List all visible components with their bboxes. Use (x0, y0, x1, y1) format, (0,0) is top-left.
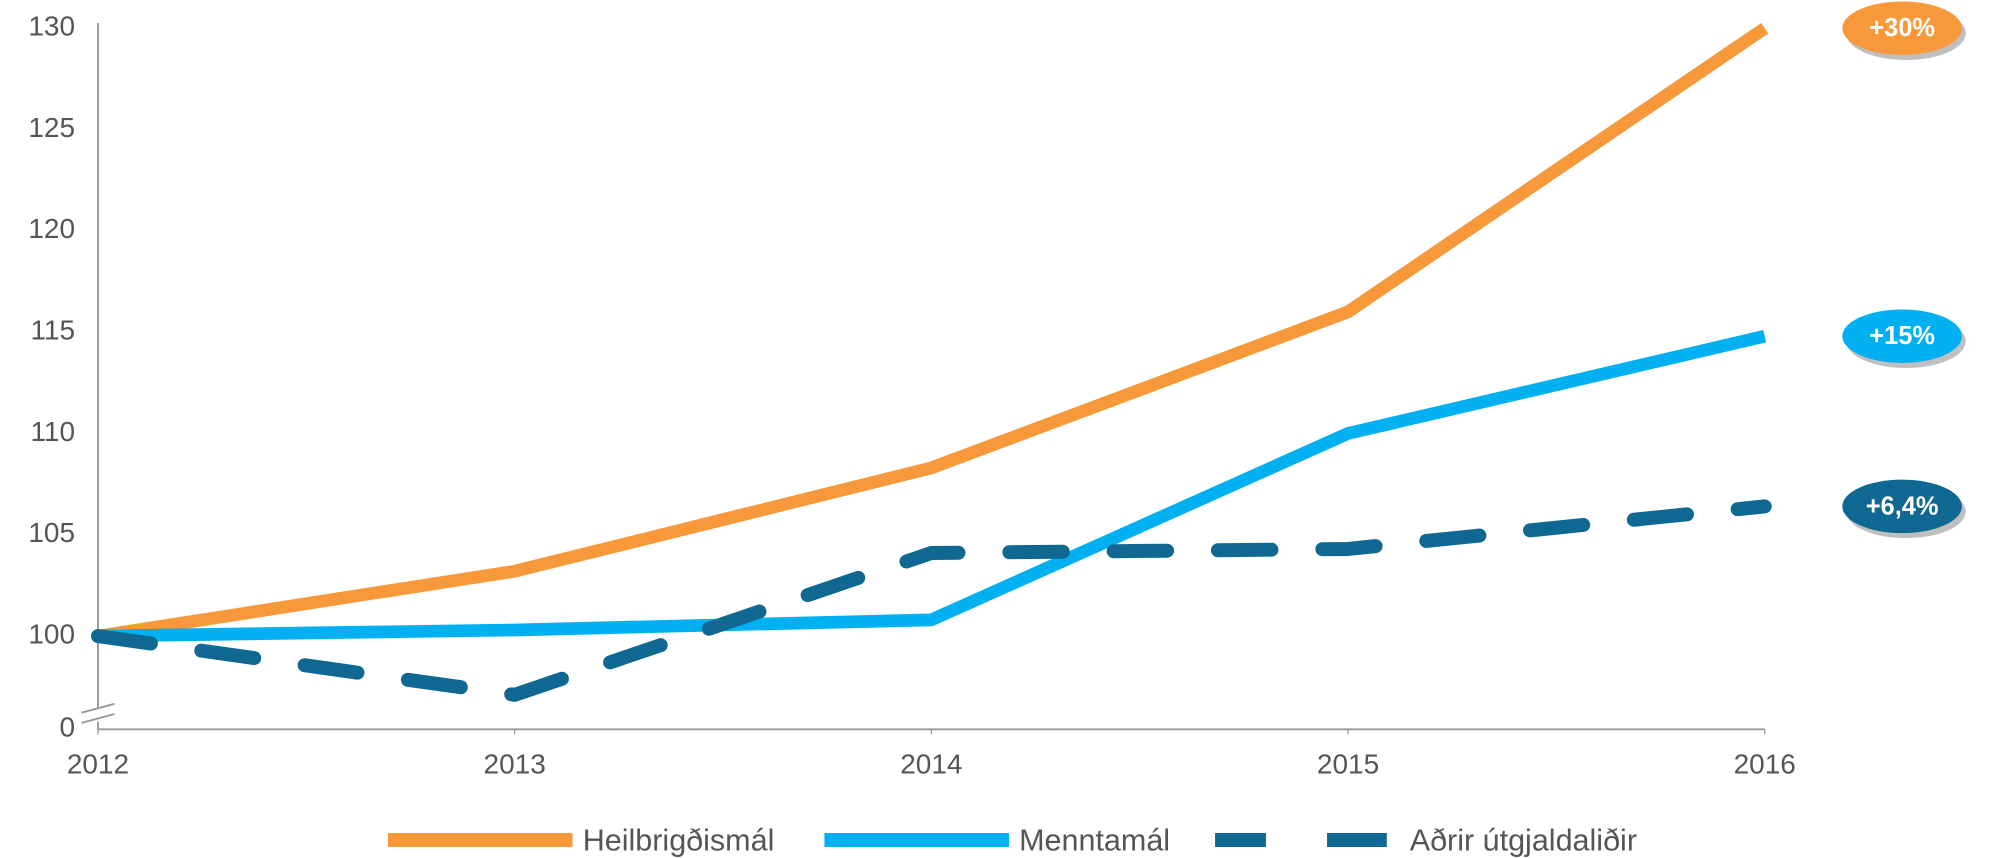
y-tick-label: 115 (30, 315, 75, 346)
y-tick-label: 125 (28, 112, 75, 143)
end-label-pill (1842, 309, 1962, 363)
y-tick-label: 105 (28, 517, 75, 548)
x-tick-label: 2016 (1734, 749, 1796, 780)
series-line (90, 499, 1772, 702)
legend-label: Menntamál (1019, 824, 1170, 858)
end-label-pill (1842, 1, 1962, 55)
end-label: +30% (1869, 14, 1935, 42)
y-tick-label: 110 (30, 416, 75, 447)
x-tick-label: 2014 (900, 749, 962, 780)
y-tick-label: 100 (28, 618, 75, 649)
end-label-pill (1842, 479, 1962, 534)
series-line (97, 329, 1767, 643)
x-tick-label: 2012 (67, 749, 129, 780)
axis-break (81, 702, 115, 714)
end-label: +15% (1869, 322, 1935, 350)
legend-label: Heilbrigðismál (583, 824, 775, 858)
series-line (96, 22, 1769, 643)
x-tick-label: 2013 (484, 749, 546, 780)
y-tick-label: 130 (28, 11, 75, 42)
y-tick-label: 120 (28, 213, 75, 244)
axis-break (81, 713, 115, 724)
legend-label: Aðrir útgjaldaliðir (1410, 824, 1637, 858)
x-tick-label: 2015 (1317, 749, 1379, 780)
end-label: +6,4% (1866, 492, 1939, 520)
axis-break-gap (83, 708, 115, 722)
y-tick-label: 0 (59, 712, 75, 743)
